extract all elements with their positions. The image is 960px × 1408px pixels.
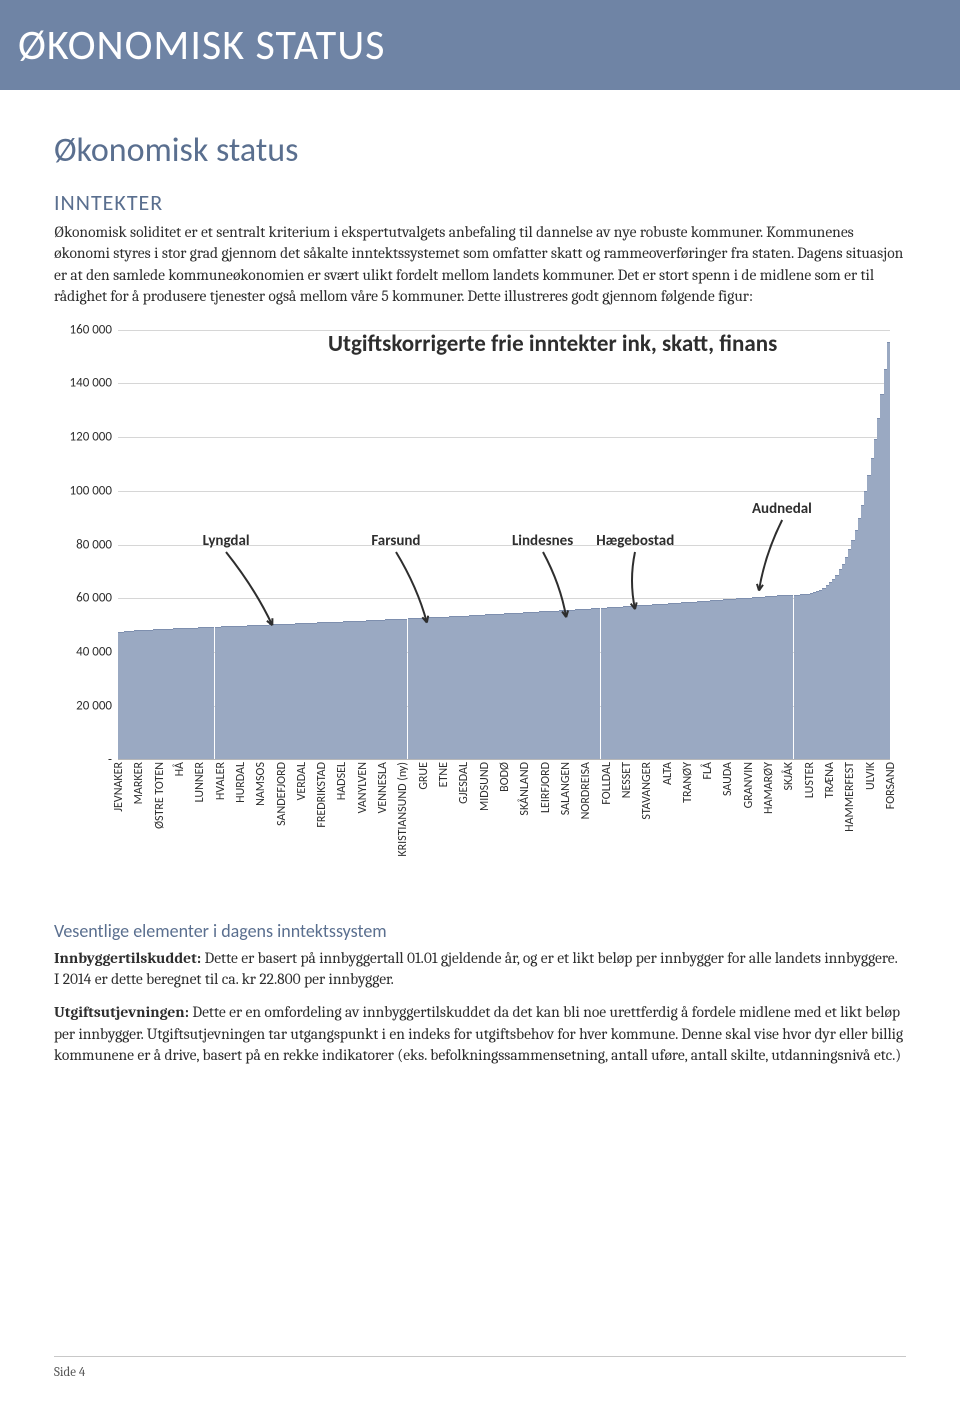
y-tick-label: 140 000 — [56, 376, 112, 391]
x-tick-label: VENNESLA — [376, 762, 390, 813]
arrow-icon — [749, 508, 792, 601]
y-tick-label: - — [56, 752, 112, 767]
x-tick-label: KRISTIANSUND (ny) — [396, 762, 410, 857]
chart-plot-area: Utgiftskorrigerte frie inntekter ink, sk… — [118, 330, 890, 760]
x-tick-label: GRANVIN — [742, 762, 756, 808]
x-tick-label: FOLLDAL — [600, 762, 614, 805]
vesentlige-p1: Innbyggertilskuddet: Dette er basert på … — [54, 948, 906, 991]
gridline — [118, 491, 890, 492]
chart: Utgiftskorrigerte frie inntekter ink, sk… — [54, 320, 898, 880]
x-tick-label: JEVNAKER — [112, 762, 126, 812]
chart-xaxis: JEVNAKERMARKERØSTRE TOTENHÅLUNNERHVALERH… — [118, 762, 890, 877]
x-tick-label: HVALER — [214, 762, 228, 800]
x-tick-label: ETNE — [437, 762, 451, 787]
section-title: Økonomisk status — [54, 130, 906, 171]
y-tick-label: 120 000 — [56, 430, 112, 445]
x-tick-label: LUNNER — [193, 762, 207, 802]
x-tick-label: NAMSOS — [254, 762, 268, 806]
x-tick-label: HAMMERFEST — [843, 762, 857, 832]
arrow-icon — [533, 540, 576, 627]
x-tick-label: HAMARØY — [762, 762, 776, 814]
y-tick-label: 100 000 — [56, 483, 112, 498]
arrow-icon — [625, 540, 645, 619]
y-tick-label: 160 000 — [56, 322, 112, 337]
x-tick-label: FREDRIKSTAD — [315, 762, 329, 828]
header-band: ØKONOMISK STATUS — [0, 0, 960, 96]
x-tick-label: FORSAND — [884, 762, 898, 809]
vesentlige-p2: Utgiftsutjevningen: Dette er en omfordel… — [54, 1002, 906, 1066]
x-tick-label: SKÅNLAND — [518, 762, 532, 816]
x-tick-label: VANYLVEN — [356, 762, 370, 813]
x-tick-label: HÅ — [173, 762, 187, 776]
chart-title: Utgiftskorrigerte frie inntekter ink, sk… — [328, 330, 777, 358]
x-tick-label: TRANØY — [681, 762, 695, 803]
x-tick-label: SKJÅK — [782, 762, 796, 791]
x-tick-label: BODØ — [498, 762, 512, 792]
x-tick-label: NESSET — [620, 762, 634, 798]
x-tick-label: MIDSUND — [478, 762, 492, 811]
x-tick-label: ØSTRE TOTEN — [153, 762, 167, 829]
x-tick-label: SALANGEN — [559, 762, 573, 815]
y-tick-label: 80 000 — [56, 537, 112, 552]
arrow-icon — [386, 540, 437, 633]
y-tick-label: 20 000 — [56, 698, 112, 713]
gridline — [118, 437, 890, 438]
x-tick-label: VERDAL — [295, 762, 309, 800]
content: Økonomisk status INNTEKTER Økonomisk sol… — [0, 96, 960, 1066]
bar — [887, 342, 890, 759]
vesentlige-heading: Vesentlige elementer i dagens inntektssy… — [54, 920, 906, 942]
footer: Side 4 — [54, 1356, 906, 1380]
x-tick-label: LEIRFJORD — [539, 762, 553, 813]
x-tick-label: ALTA — [661, 762, 675, 785]
x-tick-label: FLÅ — [701, 762, 715, 780]
x-tick-label: GRUE — [417, 762, 431, 790]
x-tick-label: NORDREISA — [579, 762, 593, 819]
y-tick-label: 60 000 — [56, 591, 112, 606]
x-tick-label: HADSEL — [335, 762, 349, 800]
gridline — [118, 383, 890, 384]
y-tick-label: 40 000 — [56, 645, 112, 660]
gridline — [118, 330, 890, 331]
x-tick-label: ULVIK — [864, 762, 878, 790]
x-tick-label: LUSTER — [803, 762, 817, 798]
header-title: ØKONOMISK STATUS — [18, 20, 385, 71]
x-tick-label: SAUDA — [721, 762, 735, 796]
inntekter-heading: INNTEKTER — [54, 189, 906, 216]
arrow-icon — [216, 540, 282, 635]
x-tick-label: SANDEFJORD — [275, 762, 289, 826]
x-tick-label: STAVANGER — [640, 762, 654, 820]
x-tick-label: MARKER — [132, 762, 146, 804]
inntekter-p1: Økonomisk soliditet er et sentralt krite… — [54, 222, 906, 308]
x-tick-label: TRÆNA — [823, 762, 837, 798]
x-tick-label: HURDAL — [234, 762, 248, 803]
page-number: Side 4 — [54, 1365, 85, 1380]
x-tick-label: GJESDAL — [457, 762, 471, 804]
